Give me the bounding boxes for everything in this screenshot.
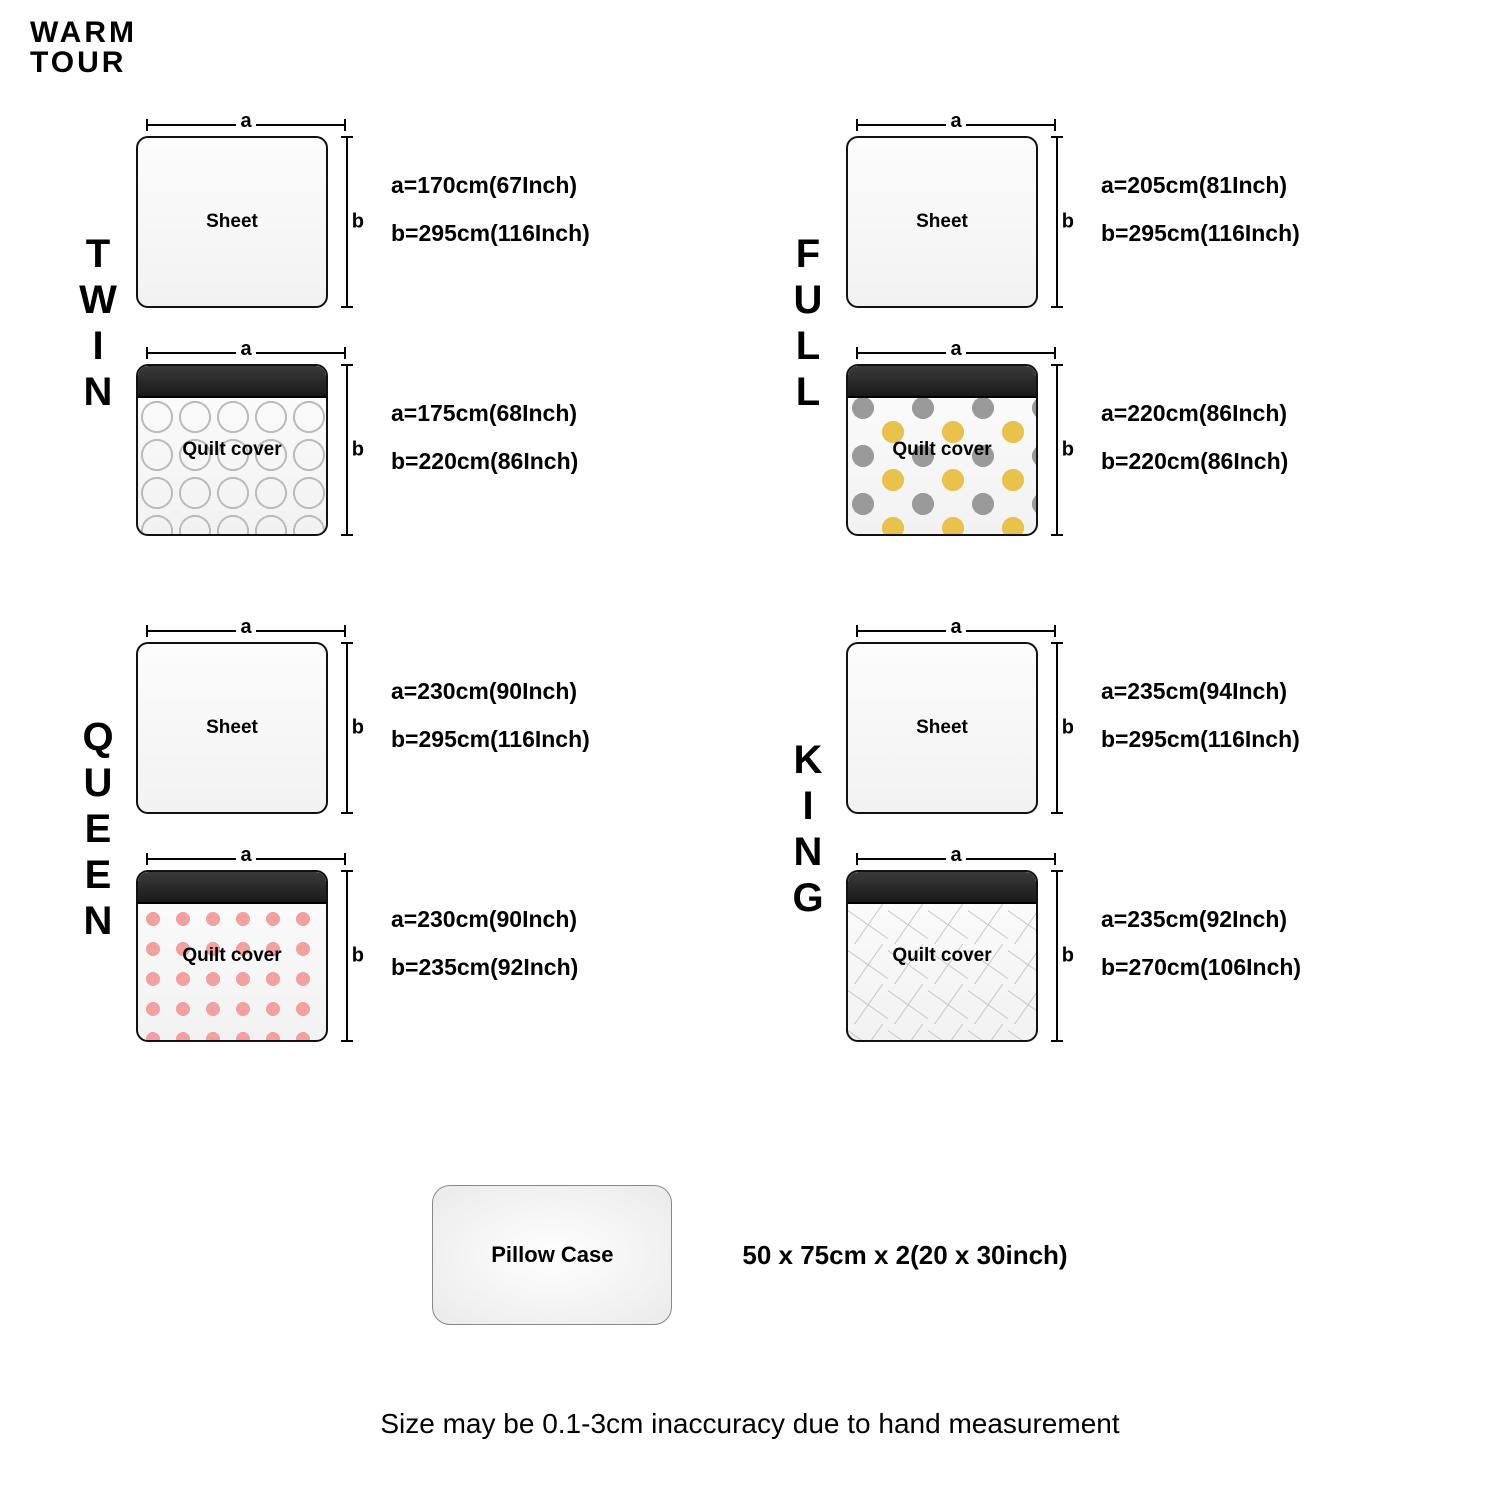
sheet-box: Sheet: [136, 642, 328, 814]
full-sheet-item: a Sheet b a=205cm(81Inch) b=295cm(116Inc…: [846, 110, 1300, 308]
size-grid: TWIN a Sheet b a=170cm(67Inch) b=295cm(1…: [80, 110, 1440, 1042]
quilt-box: Quilt cover: [136, 870, 328, 1042]
queen-quilt-dims: a=230cm(90Inch) b=235cm(92Inch): [391, 895, 578, 992]
queen-sheet-item: a Sheet b a=230cm(90Inch) b=295cm(116Inc…: [136, 616, 590, 814]
size-label-full: FULL: [790, 110, 826, 536]
dim-label-b: b: [1062, 437, 1074, 464]
dim-label-b: b: [1062, 715, 1074, 742]
pillow-row: Pillow Case 50 x 75cm x 2(20 x 30inch): [0, 1185, 1500, 1325]
queen-quilt-item: a Quilt cover b a=230cm(90Inch) b=235cm(…: [136, 844, 590, 1042]
quilt-label: Quilt cover: [178, 439, 285, 461]
dim-label-a: a: [946, 110, 965, 132]
sheet-label: Sheet: [912, 211, 972, 233]
dim-label-b: b: [352, 209, 364, 236]
dim-label-a: a: [946, 338, 965, 360]
group-king: KING a Sheet b a=235cm(94Inch) b=295cm(1…: [790, 616, 1440, 1042]
king-quilt-dims: a=235cm(92Inch) b=270cm(106Inch): [1101, 895, 1301, 992]
twin-sheet-dims: a=170cm(67Inch) b=295cm(116Inch): [391, 161, 590, 258]
sheet-box: Sheet: [136, 136, 328, 308]
quilt-box: Quilt cover: [136, 364, 328, 536]
group-twin: TWIN a Sheet b a=170cm(67Inch) b=295cm(1…: [80, 110, 730, 536]
dim-label-a: a: [236, 616, 255, 638]
pillow-label: Pillow Case: [491, 1242, 613, 1268]
dim-label-a: a: [236, 110, 255, 132]
quilt-box: Quilt cover: [846, 364, 1038, 536]
pattern-circles: [138, 398, 326, 534]
king-quilt-item: a Quilt cover b a=235cm(92Inch) b=270cm(…: [846, 844, 1301, 1042]
size-label-twin: TWIN: [80, 110, 116, 536]
sheet-box: Sheet: [846, 642, 1038, 814]
quilt-label: Quilt cover: [888, 439, 995, 461]
dim-label-b: b: [352, 715, 364, 742]
queen-sheet-dims: a=230cm(90Inch) b=295cm(116Inch): [391, 667, 590, 764]
group-full: FULL a Sheet b a=205cm(81Inch) b=295cm(1…: [790, 110, 1440, 536]
size-label-queen: QUEEN: [80, 616, 116, 1042]
brand-line-1: WARM: [30, 18, 137, 48]
quilt-label: Quilt cover: [178, 945, 285, 967]
full-sheet-dims: a=205cm(81Inch) b=295cm(116Inch): [1101, 161, 1300, 258]
quilt-box: Quilt cover: [846, 870, 1038, 1042]
dim-label-b: b: [352, 943, 364, 970]
twin-sheet-item: a Sheet b a=170cm(67Inch) b=295cm(116Inc…: [136, 110, 590, 308]
sheet-box: Sheet: [846, 136, 1038, 308]
full-quilt-dims: a=220cm(86Inch) b=220cm(86Inch): [1101, 389, 1288, 486]
quilt-label: Quilt cover: [888, 945, 995, 967]
pillow-dims: 50 x 75cm x 2(20 x 30inch): [742, 1240, 1067, 1271]
pattern-flowers: [138, 904, 326, 1040]
size-label-king: KING: [790, 616, 826, 1042]
king-sheet-dims: a=235cm(94Inch) b=295cm(116Inch): [1101, 667, 1300, 764]
group-queen: QUEEN a Sheet b a=230cm(90Inch) b=295cm(…: [80, 616, 730, 1042]
sheet-label: Sheet: [912, 717, 972, 739]
dim-label-a: a: [946, 616, 965, 638]
twin-quilt-dims: a=175cm(68Inch) b=220cm(86Inch): [391, 389, 578, 486]
pattern-dots: [848, 398, 1036, 534]
dim-label-a: a: [236, 844, 255, 866]
dim-label-a: a: [236, 338, 255, 360]
twin-quilt-item: a Quilt cover b a=175cm(68Inch) b=220cm(…: [136, 338, 590, 536]
king-sheet-item: a Sheet b a=235cm(94Inch) b=295cm(116Inc…: [846, 616, 1301, 814]
pattern-lines: [848, 904, 1036, 1040]
pillow-case-box: Pillow Case: [432, 1185, 672, 1325]
sheet-label: Sheet: [202, 211, 262, 233]
sheet-label: Sheet: [202, 717, 262, 739]
footnote-text: Size may be 0.1-3cm inaccuracy due to ha…: [0, 1408, 1500, 1440]
full-quilt-item: a Quilt cover b a=220cm(86Inch) b=220cm(…: [846, 338, 1300, 536]
dim-label-b: b: [1062, 209, 1074, 236]
brand-line-2: TOUR: [30, 48, 137, 78]
dim-label-b: b: [352, 437, 364, 464]
brand-logo: WARM TOUR: [30, 18, 137, 78]
dim-label-a: a: [946, 844, 965, 866]
dim-label-b: b: [1062, 943, 1074, 970]
